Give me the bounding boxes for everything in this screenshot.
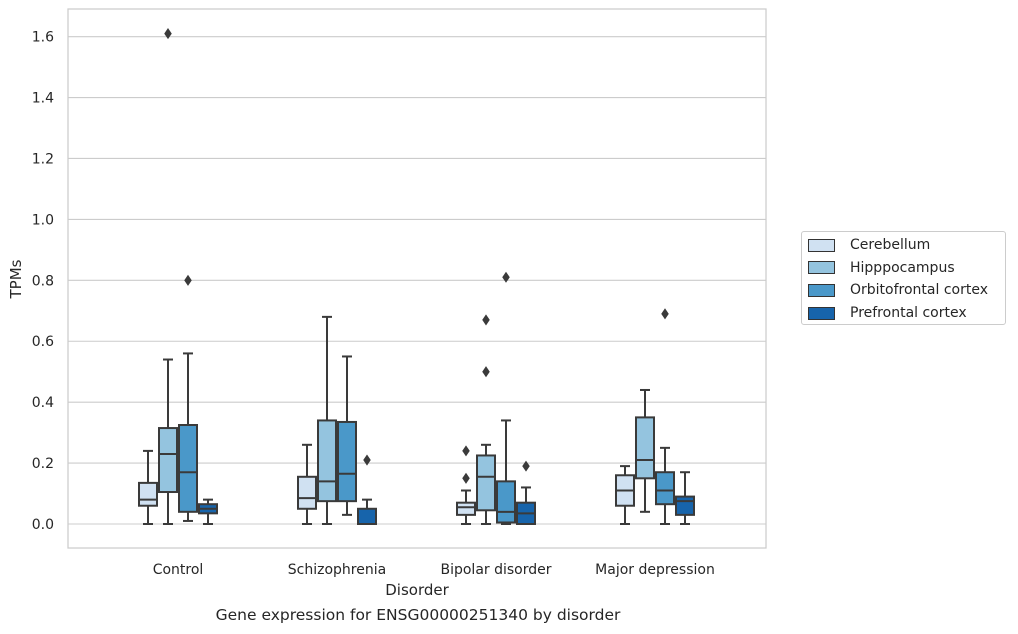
outlier-point	[164, 28, 172, 40]
box-cerebellum	[456, 445, 476, 525]
iqr-box	[357, 507, 377, 525]
iqr-box	[675, 495, 695, 516]
iqr-box	[138, 481, 158, 507]
x-axis-ticks: Control Schizophrenia Bipolar disorder Majo…	[153, 562, 715, 578]
box-prefrontal-cortex	[198, 498, 218, 525]
box-cerebellum	[138, 449, 158, 525]
outlier-point	[482, 314, 490, 326]
x-tick-label: Control	[153, 562, 204, 578]
legend-swatch	[808, 306, 835, 320]
box-cerebellum	[615, 465, 635, 525]
iqr-box	[158, 427, 178, 494]
y-tick-label: 1.2	[32, 151, 54, 167]
outlier-point	[363, 454, 371, 466]
legend-item: Orbitofrontal cortex	[808, 281, 988, 299]
box-orbitofrontal-cortex	[178, 274, 198, 522]
iqr-box	[178, 424, 198, 513]
outlier-point	[184, 274, 192, 286]
x-tick-label: Major depression	[595, 562, 715, 578]
legend-item: Cerebellum	[808, 236, 930, 254]
legend-label: Prefrontal cortex	[850, 305, 967, 322]
legend-item: Hipppocampus	[808, 259, 955, 277]
legend: Cerebellum Hipppocampus Orbitofrontal cort…	[801, 231, 1006, 325]
legend-label: Hipppocampus	[850, 259, 955, 276]
legend-swatch	[808, 261, 835, 275]
y-axis-ticks: 0.0 0.2 0.4 0.6 0.8 1.0 1.2 1.4 1.6	[32, 30, 54, 533]
iqr-box	[476, 454, 496, 512]
outlier-point	[502, 271, 510, 283]
iqr-box	[317, 419, 337, 503]
box-cerebellum	[297, 443, 317, 525]
box-prefrontal-cortex	[675, 471, 695, 525]
iqr-box	[635, 416, 655, 480]
box-prefrontal-cortex	[516, 460, 536, 526]
y-axis-label: TPMs	[7, 259, 25, 299]
outlier-point	[522, 460, 530, 472]
box-prefrontal-cortex	[357, 454, 377, 525]
box-orbitofrontal-cortex	[496, 271, 516, 525]
legend-swatch	[808, 238, 835, 252]
box-hipppocampus	[317, 315, 337, 525]
x-axis-label: Disorder	[385, 581, 449, 599]
box-orbitofrontal-cortex	[655, 308, 675, 525]
box-hipppocampus	[635, 388, 655, 513]
iqr-box	[496, 480, 516, 524]
box-hipppocampus	[158, 28, 178, 525]
outlier-point	[462, 472, 470, 484]
legend-label: Cerebellum	[850, 237, 931, 253]
iqr-box	[337, 420, 357, 503]
boxes	[138, 28, 695, 526]
y-tick-label: 0.8	[32, 273, 54, 289]
chart-caption: Gene expression for ENSG00000251340 by d…	[215, 606, 621, 624]
iqr-box	[456, 501, 476, 516]
x-tick-label: Bipolar disorder	[440, 562, 551, 578]
legend-item: Prefrontal cortex	[808, 304, 967, 322]
plot-area-frame	[67, 8, 767, 549]
outlier-point	[482, 366, 490, 378]
iqr-box	[655, 471, 675, 506]
y-tick-label: 1.6	[32, 30, 54, 46]
y-tick-label: 0.4	[32, 395, 54, 411]
legend-swatch	[808, 283, 835, 297]
y-tick-label: 0.6	[32, 334, 54, 350]
box-orbitofrontal-cortex	[337, 355, 357, 516]
x-tick-label: Schizophrenia	[288, 562, 386, 578]
iqr-box	[297, 475, 317, 510]
box-hipppocampus	[476, 314, 496, 525]
outlier-point	[661, 308, 669, 320]
y-tick-label: 0.2	[32, 456, 54, 472]
legend-label: Orbitofrontal cortex	[850, 282, 988, 299]
y-tick-label: 0.0	[32, 517, 54, 533]
outlier-point	[462, 445, 470, 457]
y-tick-label: 1.4	[32, 91, 54, 107]
y-tick-label: 1.0	[32, 212, 54, 228]
